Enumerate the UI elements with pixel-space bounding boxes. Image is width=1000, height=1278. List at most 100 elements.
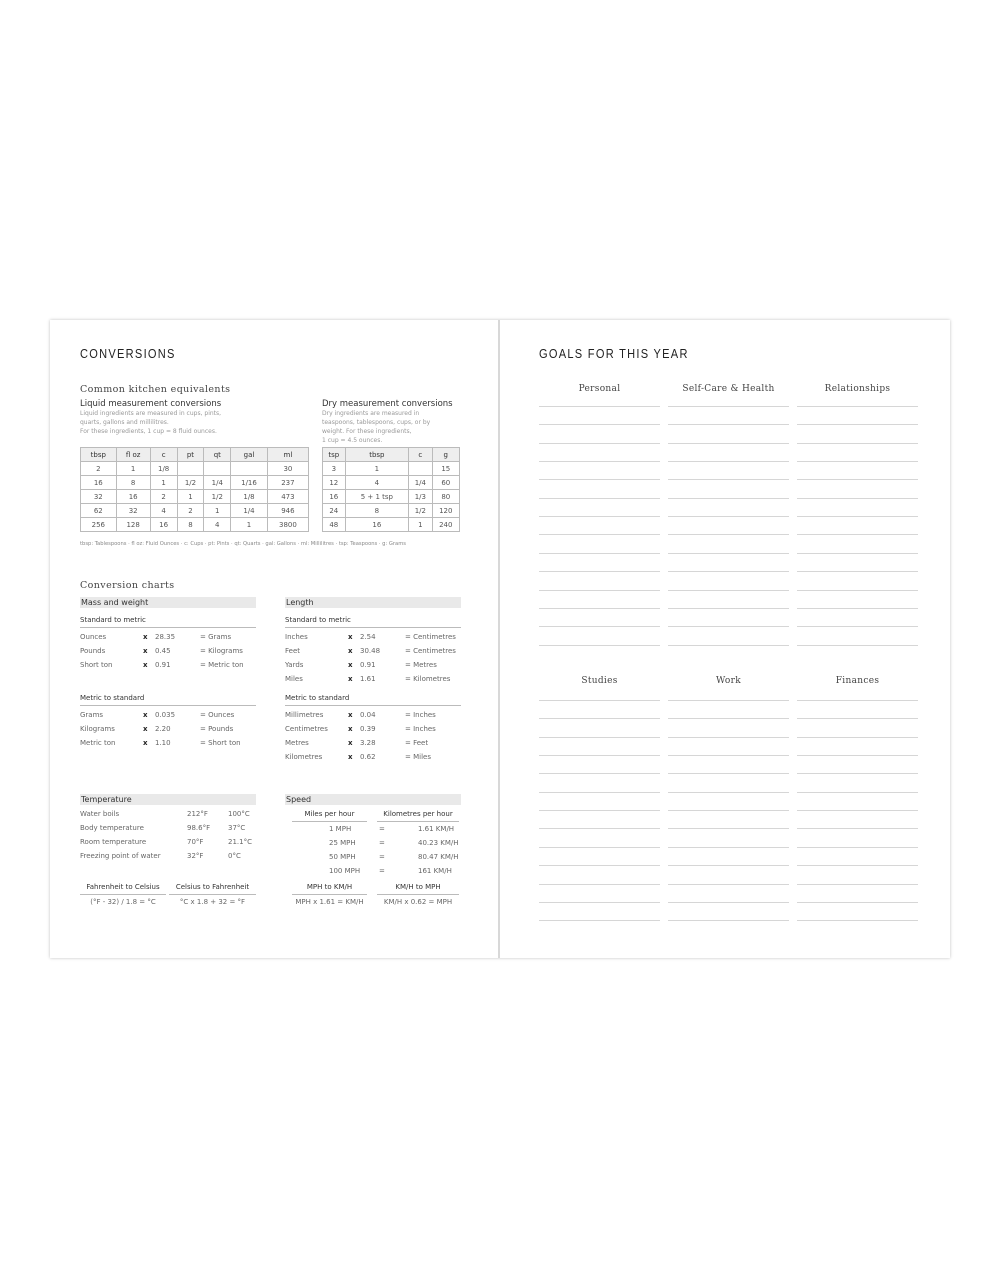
writing-line[interactable] [797,718,918,720]
writing-line[interactable] [797,497,918,499]
table-cell: 32 [80,489,117,504]
writing-line[interactable] [797,424,918,426]
writing-line[interactable] [797,901,918,903]
writing-line[interactable] [539,736,660,738]
writing-line[interactable] [797,552,918,554]
writing-line[interactable] [668,736,789,738]
writing-line[interactable] [539,901,660,903]
writing-line[interactable] [539,552,660,554]
writing-line[interactable] [797,736,918,738]
table-cell: 5 + 1 tsp [344,489,410,504]
writing-line[interactable] [539,865,660,867]
table-cell: 12 [322,475,346,490]
writing-line[interactable] [797,442,918,444]
header-row: tbsp fl oz c pt qt gal ml [80,447,310,462]
writing-line[interactable] [668,442,789,444]
writing-line[interactable] [797,571,918,573]
row-cell: 1.61 [360,675,376,683]
writing-line[interactable] [539,607,660,609]
row-cell: Kilograms [80,725,115,733]
writing-line[interactable] [668,846,789,848]
writing-line[interactable] [797,920,918,922]
writing-line[interactable] [668,461,789,463]
writing-line[interactable] [797,865,918,867]
writing-line[interactable] [539,810,660,812]
writing-line[interactable] [539,773,660,775]
writing-line[interactable] [539,846,660,848]
writing-line[interactable] [668,865,789,867]
writing-line[interactable] [668,607,789,609]
writing-line[interactable] [797,607,918,609]
writing-line[interactable] [797,516,918,518]
writing-line[interactable] [539,828,660,830]
writing-line[interactable] [797,461,918,463]
subheader: Metric to standard [285,694,461,706]
writing-line[interactable] [668,497,789,499]
writing-line[interactable] [539,571,660,573]
writing-line[interactable] [539,497,660,499]
writing-line[interactable] [539,461,660,463]
writing-line[interactable] [797,479,918,481]
header-row: tsp tbsp c g [322,447,461,462]
writing-line[interactable] [539,920,660,922]
row-cell: 2.54 [360,633,376,641]
writing-line[interactable] [797,406,918,407]
writing-line[interactable] [539,626,660,628]
writing-line[interactable] [668,901,789,903]
writing-line[interactable] [668,589,789,591]
writing-line[interactable] [668,626,789,628]
writing-line[interactable] [668,810,789,812]
writing-line[interactable] [668,424,789,426]
writing-line[interactable] [797,626,918,628]
writing-line[interactable] [668,644,789,646]
note-line: teaspoons, tablespoons, cups, or by [322,419,431,426]
writing-line[interactable] [668,479,789,481]
table-cell: 16 [80,475,117,490]
row-cell: x [348,633,353,641]
writing-line[interactable] [668,773,789,775]
writing-line[interactable] [539,442,660,444]
writing-line[interactable] [539,644,660,646]
writing-line[interactable] [797,791,918,793]
writing-line[interactable] [539,718,660,720]
writing-line[interactable] [668,718,789,720]
writing-line[interactable] [797,883,918,885]
row-cell: 0.62 [360,753,376,761]
writing-line[interactable] [797,828,918,830]
writing-line[interactable] [668,920,789,922]
table-cell: 1/4 [230,503,268,518]
writing-line[interactable] [797,846,918,848]
writing-line[interactable] [668,406,789,407]
writing-line[interactable] [797,534,918,536]
writing-line[interactable] [539,516,660,518]
writing-line[interactable] [668,516,789,518]
writing-line[interactable] [668,700,789,701]
writing-line[interactable] [539,755,660,757]
writing-line[interactable] [668,791,789,793]
writing-line[interactable] [539,479,660,481]
row-cell: 161 KM/H [418,867,452,875]
writing-line[interactable] [668,755,789,757]
row-cell: = Metres [405,661,437,669]
page-title: CONVERSIONS [80,346,176,361]
note-line: Liquid ingredients are measured in cups,… [80,410,222,417]
writing-line[interactable] [797,773,918,775]
writing-line[interactable] [668,571,789,573]
row-cell: = [379,853,385,861]
writing-line[interactable] [668,552,789,554]
writing-line[interactable] [668,828,789,830]
writing-line[interactable] [539,406,660,407]
writing-line[interactable] [539,791,660,793]
writing-line[interactable] [797,644,918,646]
writing-line[interactable] [668,883,789,885]
writing-line[interactable] [797,810,918,812]
writing-line[interactable] [797,589,918,591]
writing-line[interactable] [539,700,660,701]
writing-line[interactable] [539,534,660,536]
writing-line[interactable] [797,755,918,757]
writing-line[interactable] [539,883,660,885]
writing-line[interactable] [539,424,660,426]
writing-line[interactable] [539,589,660,591]
writing-line[interactable] [797,700,918,701]
writing-line[interactable] [668,534,789,536]
